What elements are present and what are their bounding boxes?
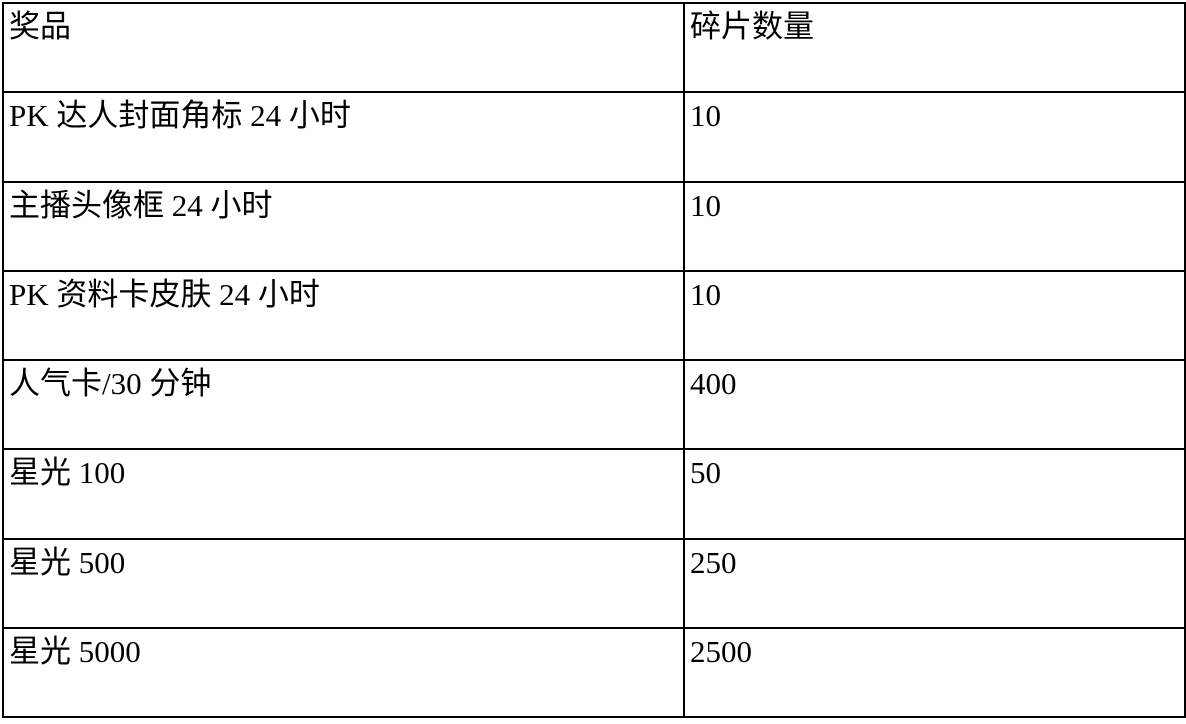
table-row: PK 资料卡皮肤 24 小时 10 [2,269,1186,362]
table-row: PK 达人封面角标 24 小时 10 [2,91,1186,183]
table-row: 主播头像框 24 小时 10 [2,180,1186,272]
prize-cell: 星光 5000 [2,626,685,719]
fragment-count-cell: 2500 [683,626,1186,719]
fragment-count-cell: 400 [683,358,1186,451]
table-row: 星光 100 50 [2,448,1186,540]
table-row: 人气卡/30 分钟 400 [2,358,1186,451]
fragment-count-cell: 50 [683,448,1186,540]
column-header-prize: 奖品 [2,1,685,94]
fragment-count-cell: 250 [683,537,1186,629]
table-header-row: 奖品 碎片数量 [2,1,1186,94]
prize-cell: PK 达人封面角标 24 小时 [2,91,685,183]
fragment-count-cell: 10 [683,91,1186,183]
prize-cell: 主播头像框 24 小时 [2,180,685,272]
table-row: 星光 500 250 [2,537,1186,629]
prize-cell: 星光 100 [2,448,685,540]
fragment-count-cell: 10 [683,269,1186,362]
prize-cell: 星光 500 [2,537,685,629]
column-header-fragment-count: 碎片数量 [683,1,1186,94]
table-row: 星光 5000 2500 [2,626,1186,719]
fragment-count-cell: 10 [683,180,1186,272]
prize-cell: PK 资料卡皮肤 24 小时 [2,269,685,362]
prize-cell: 人气卡/30 分钟 [2,358,685,451]
